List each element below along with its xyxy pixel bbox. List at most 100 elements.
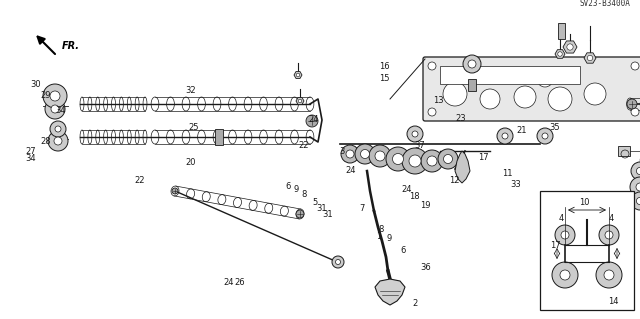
Circle shape bbox=[298, 99, 302, 103]
Text: 7: 7 bbox=[359, 204, 364, 213]
Text: 16: 16 bbox=[380, 63, 390, 71]
Text: 6: 6 bbox=[401, 246, 406, 255]
Text: 6: 6 bbox=[285, 182, 291, 191]
Circle shape bbox=[421, 150, 443, 172]
Text: 24: 24 bbox=[223, 278, 234, 287]
Text: 22: 22 bbox=[134, 176, 145, 185]
Text: 37: 37 bbox=[414, 141, 424, 150]
Text: 1: 1 bbox=[376, 232, 381, 241]
Text: 10: 10 bbox=[579, 198, 589, 207]
Text: 19: 19 bbox=[420, 201, 431, 210]
FancyBboxPatch shape bbox=[423, 57, 640, 121]
Circle shape bbox=[604, 270, 614, 280]
Circle shape bbox=[54, 137, 62, 145]
Text: 24: 24 bbox=[401, 185, 412, 194]
Circle shape bbox=[409, 155, 421, 167]
Text: 9: 9 bbox=[387, 234, 392, 243]
Bar bbox=[440, 66, 580, 84]
Circle shape bbox=[561, 231, 569, 239]
Circle shape bbox=[548, 87, 572, 111]
Circle shape bbox=[497, 128, 513, 144]
Circle shape bbox=[360, 150, 369, 159]
Circle shape bbox=[567, 44, 573, 50]
Text: FR.: FR. bbox=[62, 41, 80, 51]
Circle shape bbox=[588, 55, 593, 61]
Circle shape bbox=[412, 131, 418, 137]
Circle shape bbox=[48, 131, 68, 151]
Circle shape bbox=[444, 154, 452, 164]
Circle shape bbox=[407, 126, 423, 142]
Circle shape bbox=[631, 62, 639, 70]
Text: 29: 29 bbox=[41, 91, 51, 100]
Circle shape bbox=[45, 99, 65, 119]
Circle shape bbox=[51, 105, 59, 113]
Text: 26: 26 bbox=[235, 278, 245, 287]
Text: 31: 31 bbox=[317, 204, 327, 213]
Circle shape bbox=[402, 148, 428, 174]
Text: 27: 27 bbox=[26, 147, 36, 156]
Circle shape bbox=[463, 55, 481, 73]
Circle shape bbox=[335, 259, 340, 264]
Text: 21: 21 bbox=[516, 126, 527, 135]
Circle shape bbox=[560, 270, 570, 280]
Text: 13: 13 bbox=[433, 96, 444, 105]
Text: 11: 11 bbox=[502, 169, 513, 178]
Circle shape bbox=[542, 133, 548, 139]
Text: 35: 35 bbox=[550, 123, 560, 132]
Text: 5: 5 bbox=[312, 198, 317, 207]
Bar bbox=[618, 146, 630, 156]
Circle shape bbox=[296, 73, 300, 77]
Bar bbox=[468, 79, 476, 91]
Circle shape bbox=[557, 52, 563, 56]
Text: 30: 30 bbox=[30, 80, 40, 89]
Text: 17: 17 bbox=[550, 241, 561, 250]
Circle shape bbox=[627, 99, 637, 109]
Text: 2: 2 bbox=[412, 299, 417, 308]
Text: 25: 25 bbox=[188, 123, 198, 132]
Circle shape bbox=[631, 192, 640, 210]
Text: 18: 18 bbox=[409, 192, 419, 201]
Text: 24: 24 bbox=[346, 166, 356, 175]
Text: 4: 4 bbox=[559, 214, 564, 223]
Text: 34: 34 bbox=[26, 154, 36, 163]
Circle shape bbox=[346, 150, 354, 158]
Circle shape bbox=[605, 231, 613, 239]
Polygon shape bbox=[375, 279, 405, 305]
Circle shape bbox=[428, 108, 436, 116]
Circle shape bbox=[386, 147, 410, 171]
Text: 36: 36 bbox=[420, 263, 431, 272]
Circle shape bbox=[341, 145, 359, 163]
Text: 31: 31 bbox=[323, 210, 333, 219]
Circle shape bbox=[636, 197, 640, 204]
Circle shape bbox=[355, 144, 375, 164]
Circle shape bbox=[375, 151, 385, 161]
Circle shape bbox=[55, 126, 61, 132]
Circle shape bbox=[584, 83, 606, 105]
Text: 4: 4 bbox=[609, 214, 614, 223]
Circle shape bbox=[428, 62, 436, 70]
Text: 17: 17 bbox=[478, 153, 488, 162]
Circle shape bbox=[50, 121, 66, 137]
Circle shape bbox=[630, 177, 640, 197]
Text: 20: 20 bbox=[186, 158, 196, 167]
Text: SV23-B3400A: SV23-B3400A bbox=[579, 0, 630, 8]
Circle shape bbox=[537, 71, 553, 87]
Circle shape bbox=[599, 225, 619, 245]
Circle shape bbox=[332, 256, 344, 268]
Circle shape bbox=[438, 149, 458, 169]
Text: 8: 8 bbox=[301, 190, 307, 199]
Polygon shape bbox=[296, 98, 304, 104]
Circle shape bbox=[50, 91, 60, 101]
Circle shape bbox=[537, 128, 553, 144]
Circle shape bbox=[369, 145, 391, 167]
Circle shape bbox=[502, 133, 508, 139]
Circle shape bbox=[636, 183, 640, 191]
Circle shape bbox=[427, 156, 437, 166]
Bar bbox=[540, 191, 634, 310]
Bar bbox=[215, 129, 223, 145]
Circle shape bbox=[514, 86, 536, 108]
Bar bbox=[558, 23, 565, 39]
Polygon shape bbox=[555, 50, 565, 58]
Circle shape bbox=[296, 210, 304, 218]
Circle shape bbox=[555, 225, 575, 245]
